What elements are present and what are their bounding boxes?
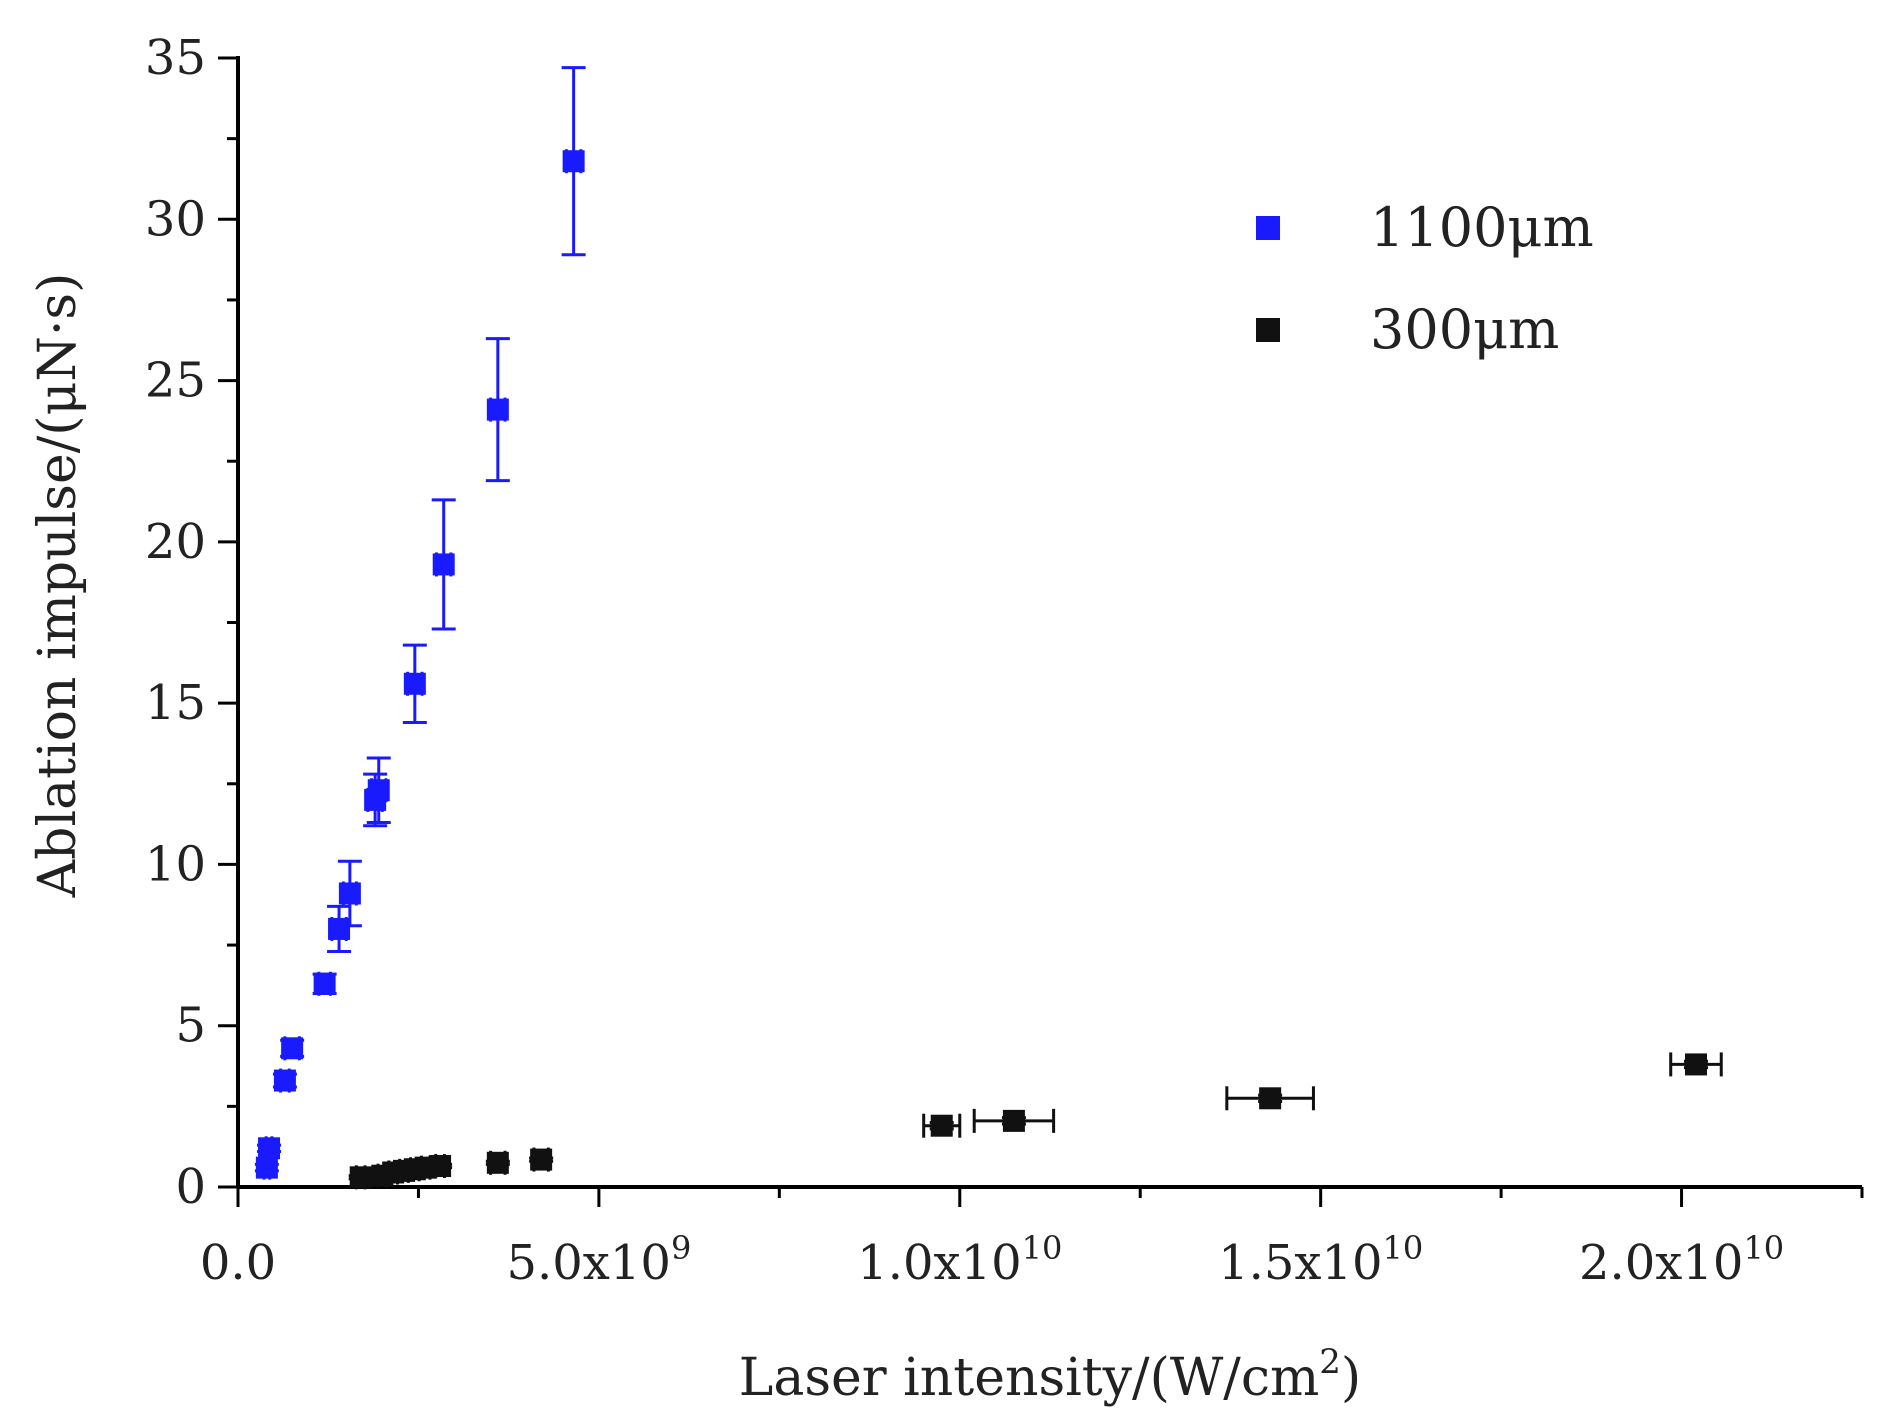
y-tick-label: 15 — [145, 675, 206, 731]
x-tick-label: 1.5x1010 — [1218, 1229, 1423, 1291]
legend-label-1: 300μm — [1370, 298, 1559, 361]
data-point — [1684, 1053, 1707, 1076]
data-point — [349, 1166, 372, 1189]
x-tick-label: 0.0 — [200, 1235, 276, 1291]
data-point — [281, 1037, 304, 1060]
data-point-group — [348, 1165, 373, 1190]
data-point — [486, 1151, 509, 1174]
data-point-group — [485, 337, 510, 483]
data-point-group — [529, 1147, 554, 1172]
legend: 1100μm 300μm — [1256, 196, 1594, 361]
legend-marker-0 — [1256, 216, 1280, 240]
data-point-group — [922, 1113, 962, 1138]
data-point — [1259, 1087, 1282, 1110]
data-point-group — [485, 1150, 510, 1175]
data-point — [367, 779, 390, 802]
data-point-group — [280, 1036, 305, 1061]
y-tick-label: 30 — [145, 191, 206, 247]
legend-marker-1 — [1256, 318, 1280, 342]
data-point-group — [272, 1068, 297, 1093]
data-point — [273, 1069, 296, 1092]
data-point-group — [257, 1136, 282, 1161]
series-1 — [348, 1052, 1723, 1190]
x-tick-label: 2.0x1010 — [1579, 1229, 1784, 1291]
x-tick-label: 1.0x1010 — [857, 1229, 1062, 1291]
y-tick-label: 0 — [175, 1159, 206, 1215]
data-point-group — [366, 756, 391, 824]
data-point-group — [337, 859, 362, 928]
y-tick-label: 35 — [145, 30, 206, 86]
data-point-group — [1225, 1086, 1315, 1111]
data-point — [338, 882, 361, 905]
data-point — [1002, 1109, 1025, 1132]
data-point-group — [972, 1108, 1056, 1133]
series-0 — [254, 66, 586, 1180]
y-tick-label: 20 — [145, 514, 206, 570]
data-point-group — [428, 1154, 453, 1179]
data-point — [429, 1155, 452, 1178]
data-point-group — [327, 904, 352, 954]
y-tick-label: 5 — [175, 998, 206, 1054]
x-tick-label: 5.0x109 — [506, 1229, 691, 1291]
data-point — [930, 1114, 953, 1137]
data-point — [530, 1148, 553, 1171]
data-point-group — [254, 1155, 279, 1180]
data-point-group — [561, 66, 586, 257]
data-point — [432, 553, 455, 576]
data-point — [258, 1137, 281, 1160]
data-point-group — [1669, 1052, 1723, 1077]
data-point-group — [312, 971, 337, 996]
y-tick-label: 25 — [145, 353, 206, 409]
data-point — [562, 150, 585, 173]
x-axis-title-superscript: 2 — [1319, 1342, 1341, 1382]
data-point-group — [431, 498, 456, 631]
data-marks — [254, 66, 1723, 1190]
x-axis-title: Laser intensity/(W/cm2) — [739, 1342, 1361, 1408]
legend-label-0: 1100μm — [1370, 196, 1594, 259]
data-point-group — [402, 643, 427, 724]
data-point — [328, 917, 351, 940]
data-point — [255, 1156, 278, 1179]
data-point — [313, 972, 336, 995]
data-point — [403, 672, 426, 695]
data-point — [486, 398, 509, 421]
y-tick-label: 10 — [145, 836, 206, 892]
axes: 0 5 10 15 20 25 30 35 0.0 5.0x109 1.0x1010 1.5x1010… — [145, 30, 1864, 1291]
y-axis-title: Ablation impulse/(μN·s) — [28, 273, 88, 899]
